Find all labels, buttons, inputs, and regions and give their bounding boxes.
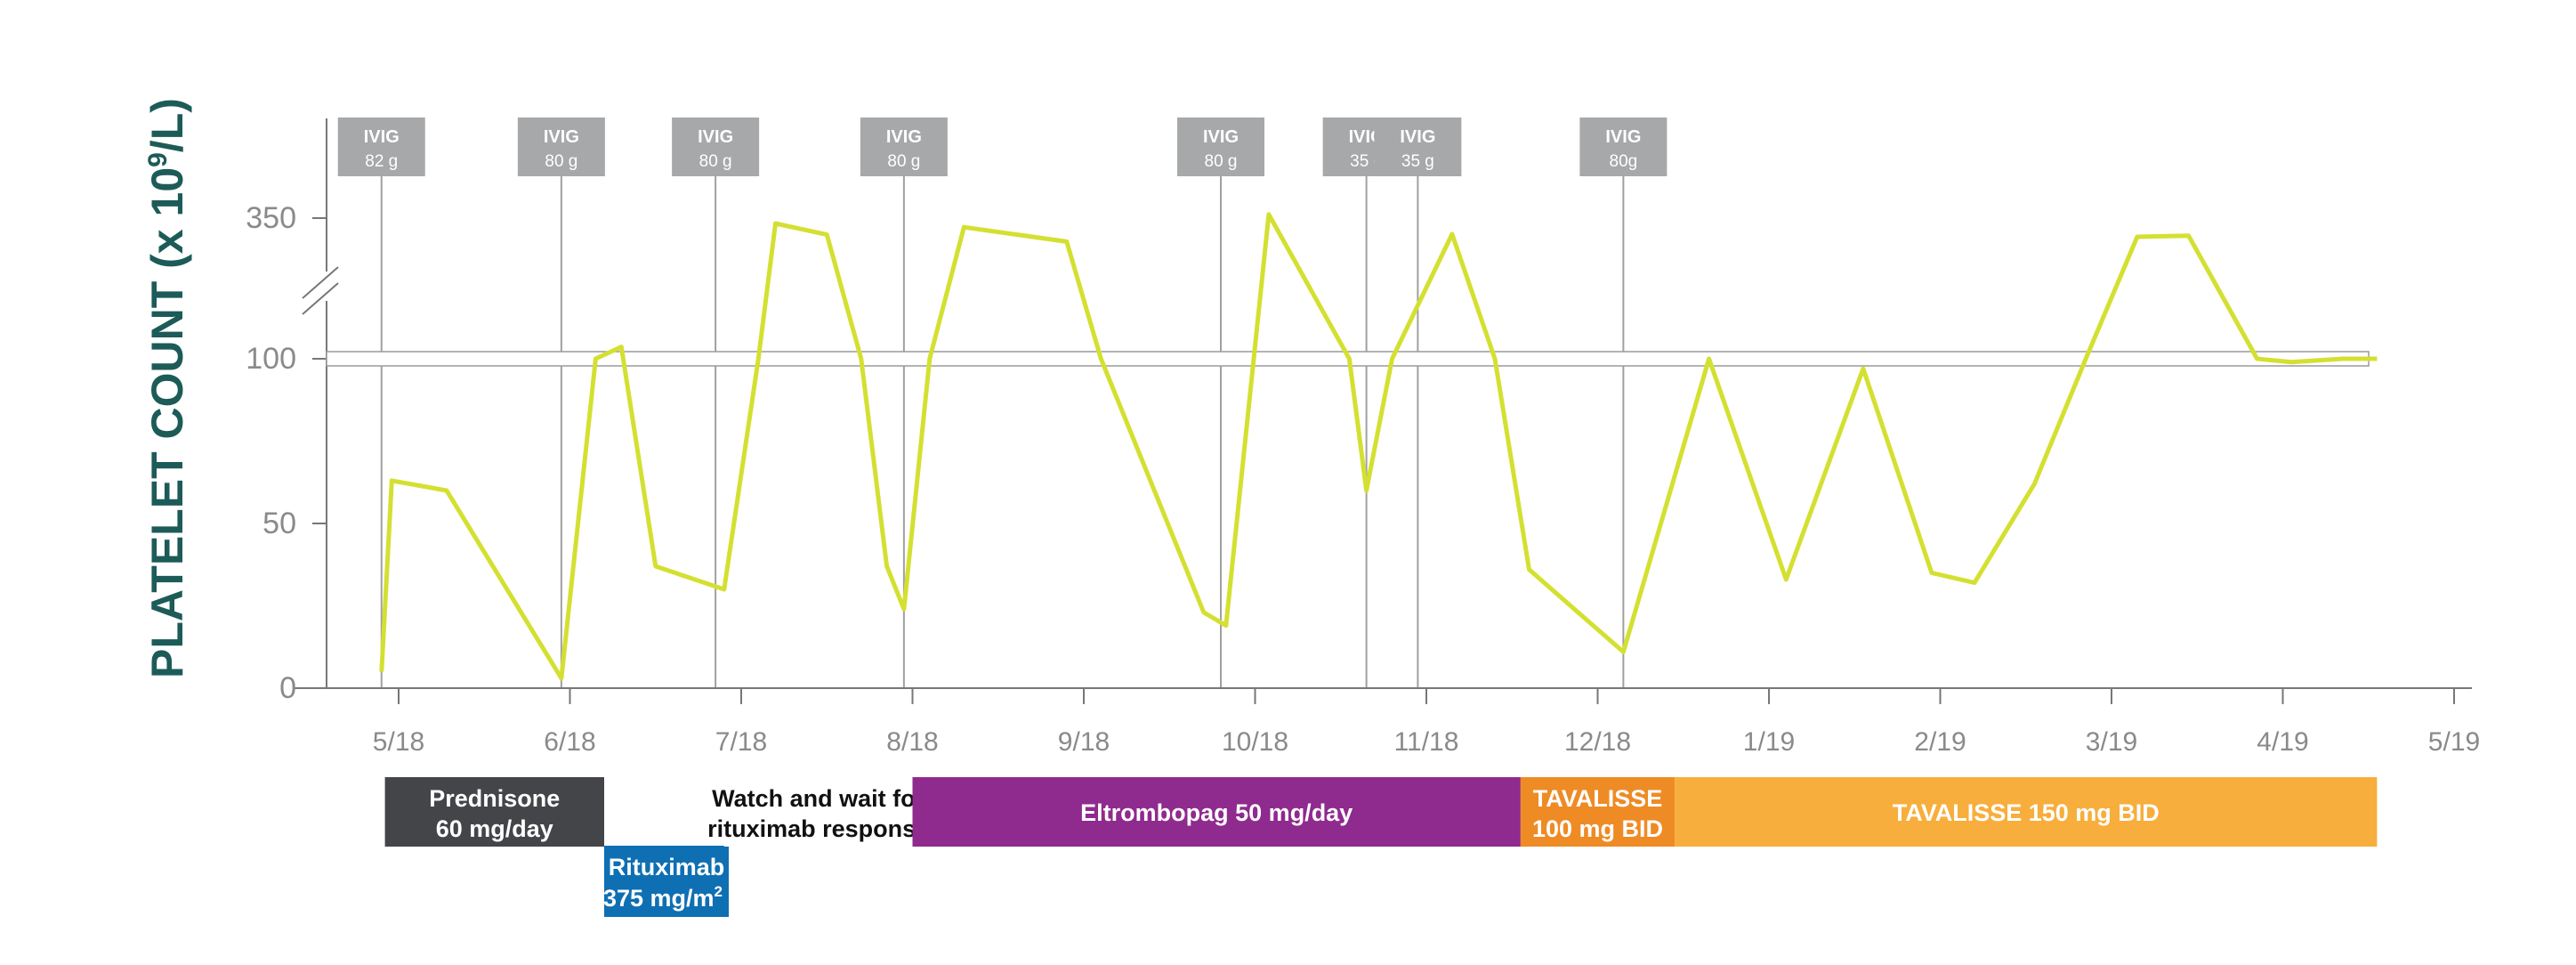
y-tick-label-3: 350 [246,201,296,235]
treatment-label-0-1: 60 mg/day [436,815,553,842]
ivig-label-3: IVIG [886,127,922,147]
treatment-label-3-0: Eltrombopag 50 mg/day [1080,799,1353,826]
x-tick-label-6: 11/18 [1394,727,1459,757]
ivig-dose-3: 80 g [887,152,920,171]
treatment-label-4-0: TAVALISSE [1533,785,1663,812]
treatment-label-2-1: rituximab response [707,815,929,842]
x-tick-label-1: 6/18 [544,727,595,757]
ivig-dose-7: 80g [1610,152,1638,171]
axis-break-mark-1 [302,266,339,299]
ivig-dose-4: 80 g [1205,152,1238,171]
ivig-dose-2: 80 g [699,152,732,171]
treatment-label-1-1: 375 mg/m2 [603,883,723,912]
platelet-series [379,212,2378,681]
y-axis-label: PLATELET COUNT (x 109/L) [142,98,192,678]
y-tick-label-0: 0 [279,671,296,705]
x-tick-label-12: 5/19 [2428,727,2480,757]
treatment-label-2-0: Watch and wait for [712,785,925,812]
x-tick-label-0: 5/18 [373,727,424,757]
x-tick-label-2: 7/18 [715,727,767,757]
y-tick-label-1: 50 [262,507,296,540]
treatment-bar-2 [723,777,913,847]
x-tick-label-11: 4/19 [2257,727,2308,757]
treatment-label-1-0: Rituximab [609,854,725,880]
x-tick-label-3: 8/18 [886,727,938,757]
treatment-bar-4 [1520,777,1676,847]
ivig-label-1: IVIG [544,127,579,147]
x-tick-label-7: 12/18 [1564,727,1631,757]
ivig-box-4 [1177,118,1264,176]
treatment-bar-1 [604,846,729,917]
treatment-bar-5 [1675,777,2378,847]
treatment-bar-0 [384,777,604,847]
treatment-bar-3 [912,777,1521,847]
x-tick-label-10: 3/19 [2086,727,2137,757]
treatment-label-0-0: Prednisone [429,785,560,812]
ivig-dose-0: 82 g [365,152,398,171]
x-tick-label-5: 10/18 [1222,727,1288,757]
ivig-dose-6: 35 g [1401,152,1434,171]
platelet-line [379,212,2378,681]
treatment-label-5-0: TAVALISSE 150 mg BID [1893,799,2160,826]
treatment-label-4-1: 100 mg BID [1532,815,1663,842]
ivig-label-2: IVIG [698,127,733,147]
ivig-label-0: IVIG [364,127,400,147]
y-tick-label-2: 100 [246,342,296,376]
treatment-bars: Prednisone 60 mg/day Rituximab 375 mg/m2 Wat… [384,777,2378,917]
ivig-box-0 [337,118,425,176]
x-tick-label-8: 1/19 [1743,727,1795,757]
ivig-label-7: IVIG [1605,127,1641,147]
ivig-label-4: IVIG [1203,127,1239,147]
x-tick-label-4: 9/18 [1058,727,1110,757]
ivig-box-3 [860,118,948,176]
ivig-box-7 [1579,118,1668,176]
ivig-markers: IVIG 82 g IVIG 80 g IVIG 80 g IVIG 80 g IVIG 80 g… [337,118,1668,688]
ivig-dose-1: 80 g [545,152,577,171]
x-tick-label-9: 2/19 [1914,727,1966,757]
ivig-box-1 [517,118,605,176]
ivig-label-6: IVIG [1400,127,1435,147]
ivig-box-6 [1374,118,1462,176]
ivig-box-2 [672,118,760,176]
tick-labels: 5/18 6/18 7/18 8/18 9/18 10/18 11/18 12/18 1/19 2… [246,201,2480,757]
axis-break-mark-2 [302,282,339,315]
